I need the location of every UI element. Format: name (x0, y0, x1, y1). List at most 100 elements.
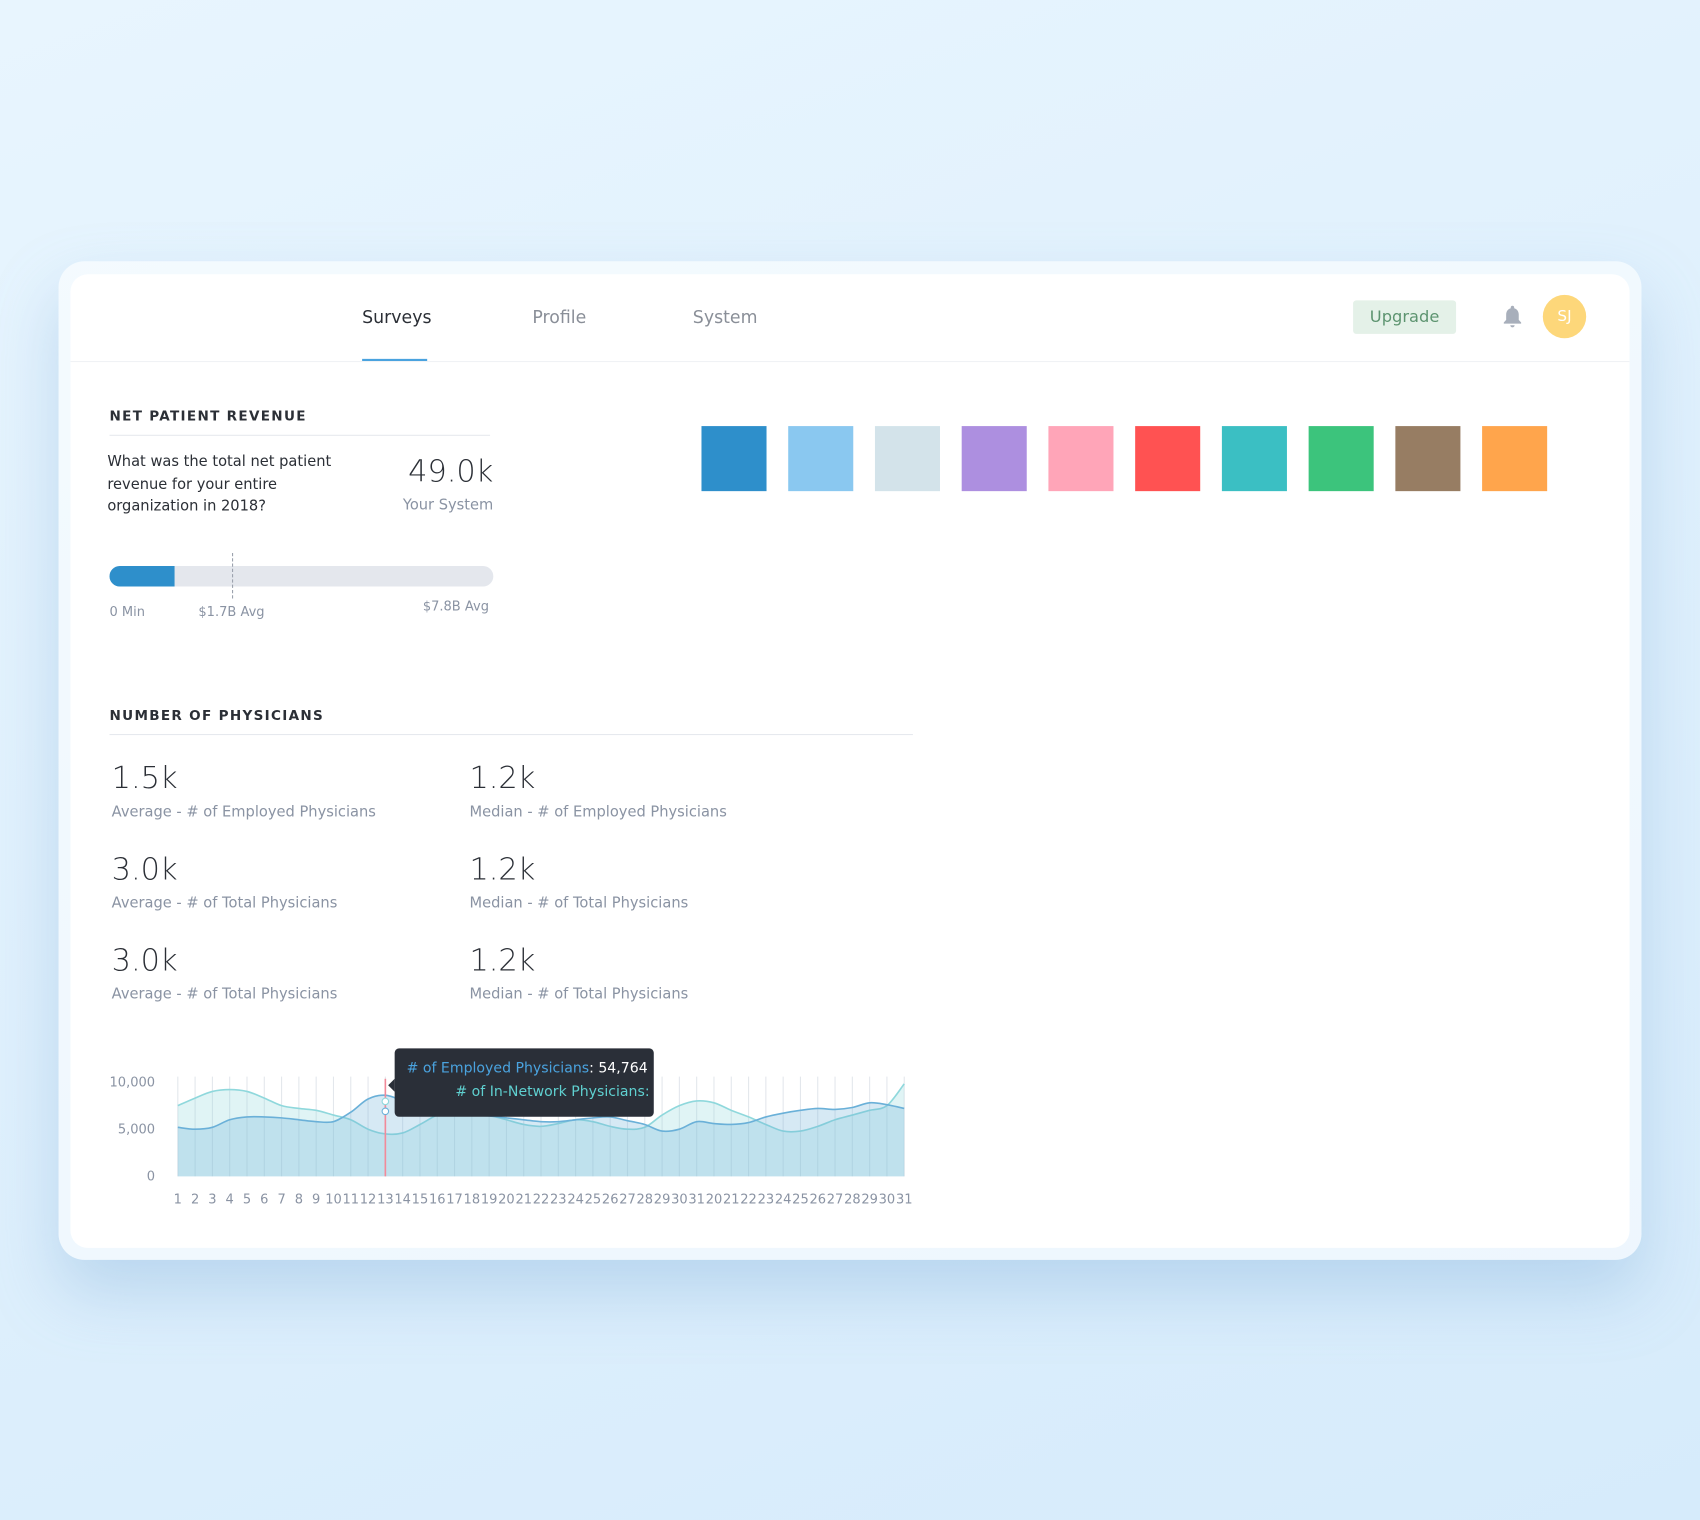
x-tick-label: 29 (861, 1192, 878, 1207)
stat-value: 1.5k (111, 760, 178, 796)
tooltip-series: # of Employed Physicians (406, 1060, 590, 1077)
area (177, 1095, 905, 1177)
y-tick-label: 5,000 (118, 1123, 155, 1138)
stat-value: 1.2k (469, 942, 536, 978)
stat-value: 3.0k (111, 942, 178, 978)
x-tick-label: 30 (671, 1192, 688, 1207)
x-tick-label: 18 (464, 1192, 481, 1207)
x-tick-label: 17 (446, 1192, 463, 1207)
x-tick-label: 3 (208, 1192, 216, 1207)
section-title: NET PATIENT REVENUE (109, 407, 307, 424)
stat-value: 3.0k (111, 851, 178, 887)
y-tick-label: 10,000 (110, 1075, 156, 1090)
tab[interactable]: System (692, 306, 758, 328)
divider (70, 361, 1630, 363)
x-tick-label: 21 (515, 1192, 532, 1207)
progress-track (109, 565, 494, 587)
x-tick-label: 28 (637, 1192, 654, 1207)
hover-dot (381, 1097, 390, 1106)
x-tick-label: 2 (191, 1192, 199, 1207)
color-swatch (1482, 426, 1548, 492)
x-tick-label: 26 (809, 1192, 826, 1207)
x-tick-label: 12 (360, 1192, 377, 1207)
x-tick-label: 1 (174, 1192, 182, 1207)
max-label: $7.8B Avg (422, 598, 489, 614)
revenue-value: 49.0k (408, 453, 494, 489)
x-tick-label: 10 (325, 1192, 342, 1207)
line (177, 1094, 905, 1133)
color-swatch (961, 426, 1027, 492)
color-swatch (1048, 426, 1114, 492)
min-label: 0 Min (109, 603, 146, 620)
stat-label: Average - # of Total Physicians (111, 985, 338, 1003)
tab[interactable]: Profile (532, 306, 587, 328)
x-tick-label: 21 (723, 1192, 740, 1207)
section-title: NUMBER OF PHYSICIANS (109, 706, 325, 724)
tooltip-value: : 54,764 (589, 1060, 648, 1077)
x-tick-label: 25 (585, 1192, 602, 1207)
x-tick-label: 20 (498, 1192, 515, 1207)
x-tick-label: 30 (879, 1192, 896, 1207)
color-swatch (701, 426, 767, 492)
divider (109, 734, 913, 736)
x-tick-label: 15 (412, 1192, 429, 1207)
x-tick-label: 24 (567, 1192, 584, 1207)
x-tick-label: 19 (481, 1192, 498, 1207)
stat-label: Average - # of Total Physicians (111, 894, 338, 912)
x-tick-label: 20 (706, 1192, 723, 1207)
x-tick-label: 7 (277, 1192, 285, 1207)
bell-icon[interactable] (1502, 305, 1524, 329)
x-tick-label: 27 (827, 1192, 844, 1207)
tab[interactable]: Surveys (362, 306, 432, 328)
x-tick-label: 5 (243, 1192, 251, 1207)
value-caption: Your System (402, 496, 494, 514)
color-swatch (1221, 426, 1287, 492)
tooltip: # of Employed Physicians: 54,764 # of In… (388, 1048, 654, 1117)
x-tick-label: 11 (342, 1192, 359, 1207)
progress-fill (109, 565, 175, 587)
tab-indicator (362, 358, 428, 362)
stat-value: 1.2k (469, 760, 536, 796)
x-tick-label: 22 (740, 1192, 757, 1207)
tooltip-series: # of In-Network Physicians: (455, 1084, 650, 1101)
color-swatch (1395, 426, 1461, 492)
line (177, 1083, 905, 1136)
color-swatch (874, 426, 941, 492)
hover-dot (381, 1107, 390, 1116)
x-tick-label: 8 (295, 1192, 303, 1207)
stat-label: Average - # of Employed Physicians (111, 803, 376, 821)
x-tick-label: 6 (260, 1192, 268, 1207)
x-tick-label: 14 (394, 1192, 411, 1207)
avg-label: $1.7B Avg (198, 603, 265, 620)
x-tick-label: 27 (619, 1192, 636, 1207)
stat-label: Median - # of Employed Physicians (469, 803, 727, 821)
question: What was the total net patient revenue f… (107, 453, 332, 515)
x-tick-label: 13 (377, 1192, 394, 1207)
x-tick-label: 29 (654, 1192, 671, 1207)
x-tick-label: 23 (550, 1192, 567, 1207)
color-swatch (1308, 426, 1374, 492)
x-tick-label: 26 (602, 1192, 619, 1207)
x-tick-label: 23 (758, 1192, 775, 1207)
x-tick-label: 9 (312, 1192, 320, 1207)
color-swatch (788, 426, 854, 492)
stat-label: Median - # of Total Physicians (469, 894, 689, 912)
stat-value: 1.2k (469, 851, 536, 887)
x-tick-label: 4 (226, 1192, 234, 1207)
avg-marker (232, 552, 234, 599)
x-tick-label: 16 (429, 1192, 446, 1207)
y-tick-label: 0 (147, 1170, 155, 1185)
x-tick-label: 24 (775, 1192, 792, 1207)
x-tick-label: 25 (792, 1192, 809, 1207)
x-tick-label: 28 (844, 1192, 861, 1207)
upgrade-button[interactable]: Upgrade (1353, 300, 1457, 334)
x-tick-label: 22 (533, 1192, 550, 1207)
divider (109, 434, 491, 436)
x-tick-label: 31 (896, 1192, 913, 1207)
x-tick-label: 31 (688, 1192, 705, 1207)
color-swatch (1135, 426, 1201, 492)
stat-label: Median - # of Total Physicians (469, 985, 689, 1003)
avatar[interactable]: SJ (1542, 294, 1587, 339)
